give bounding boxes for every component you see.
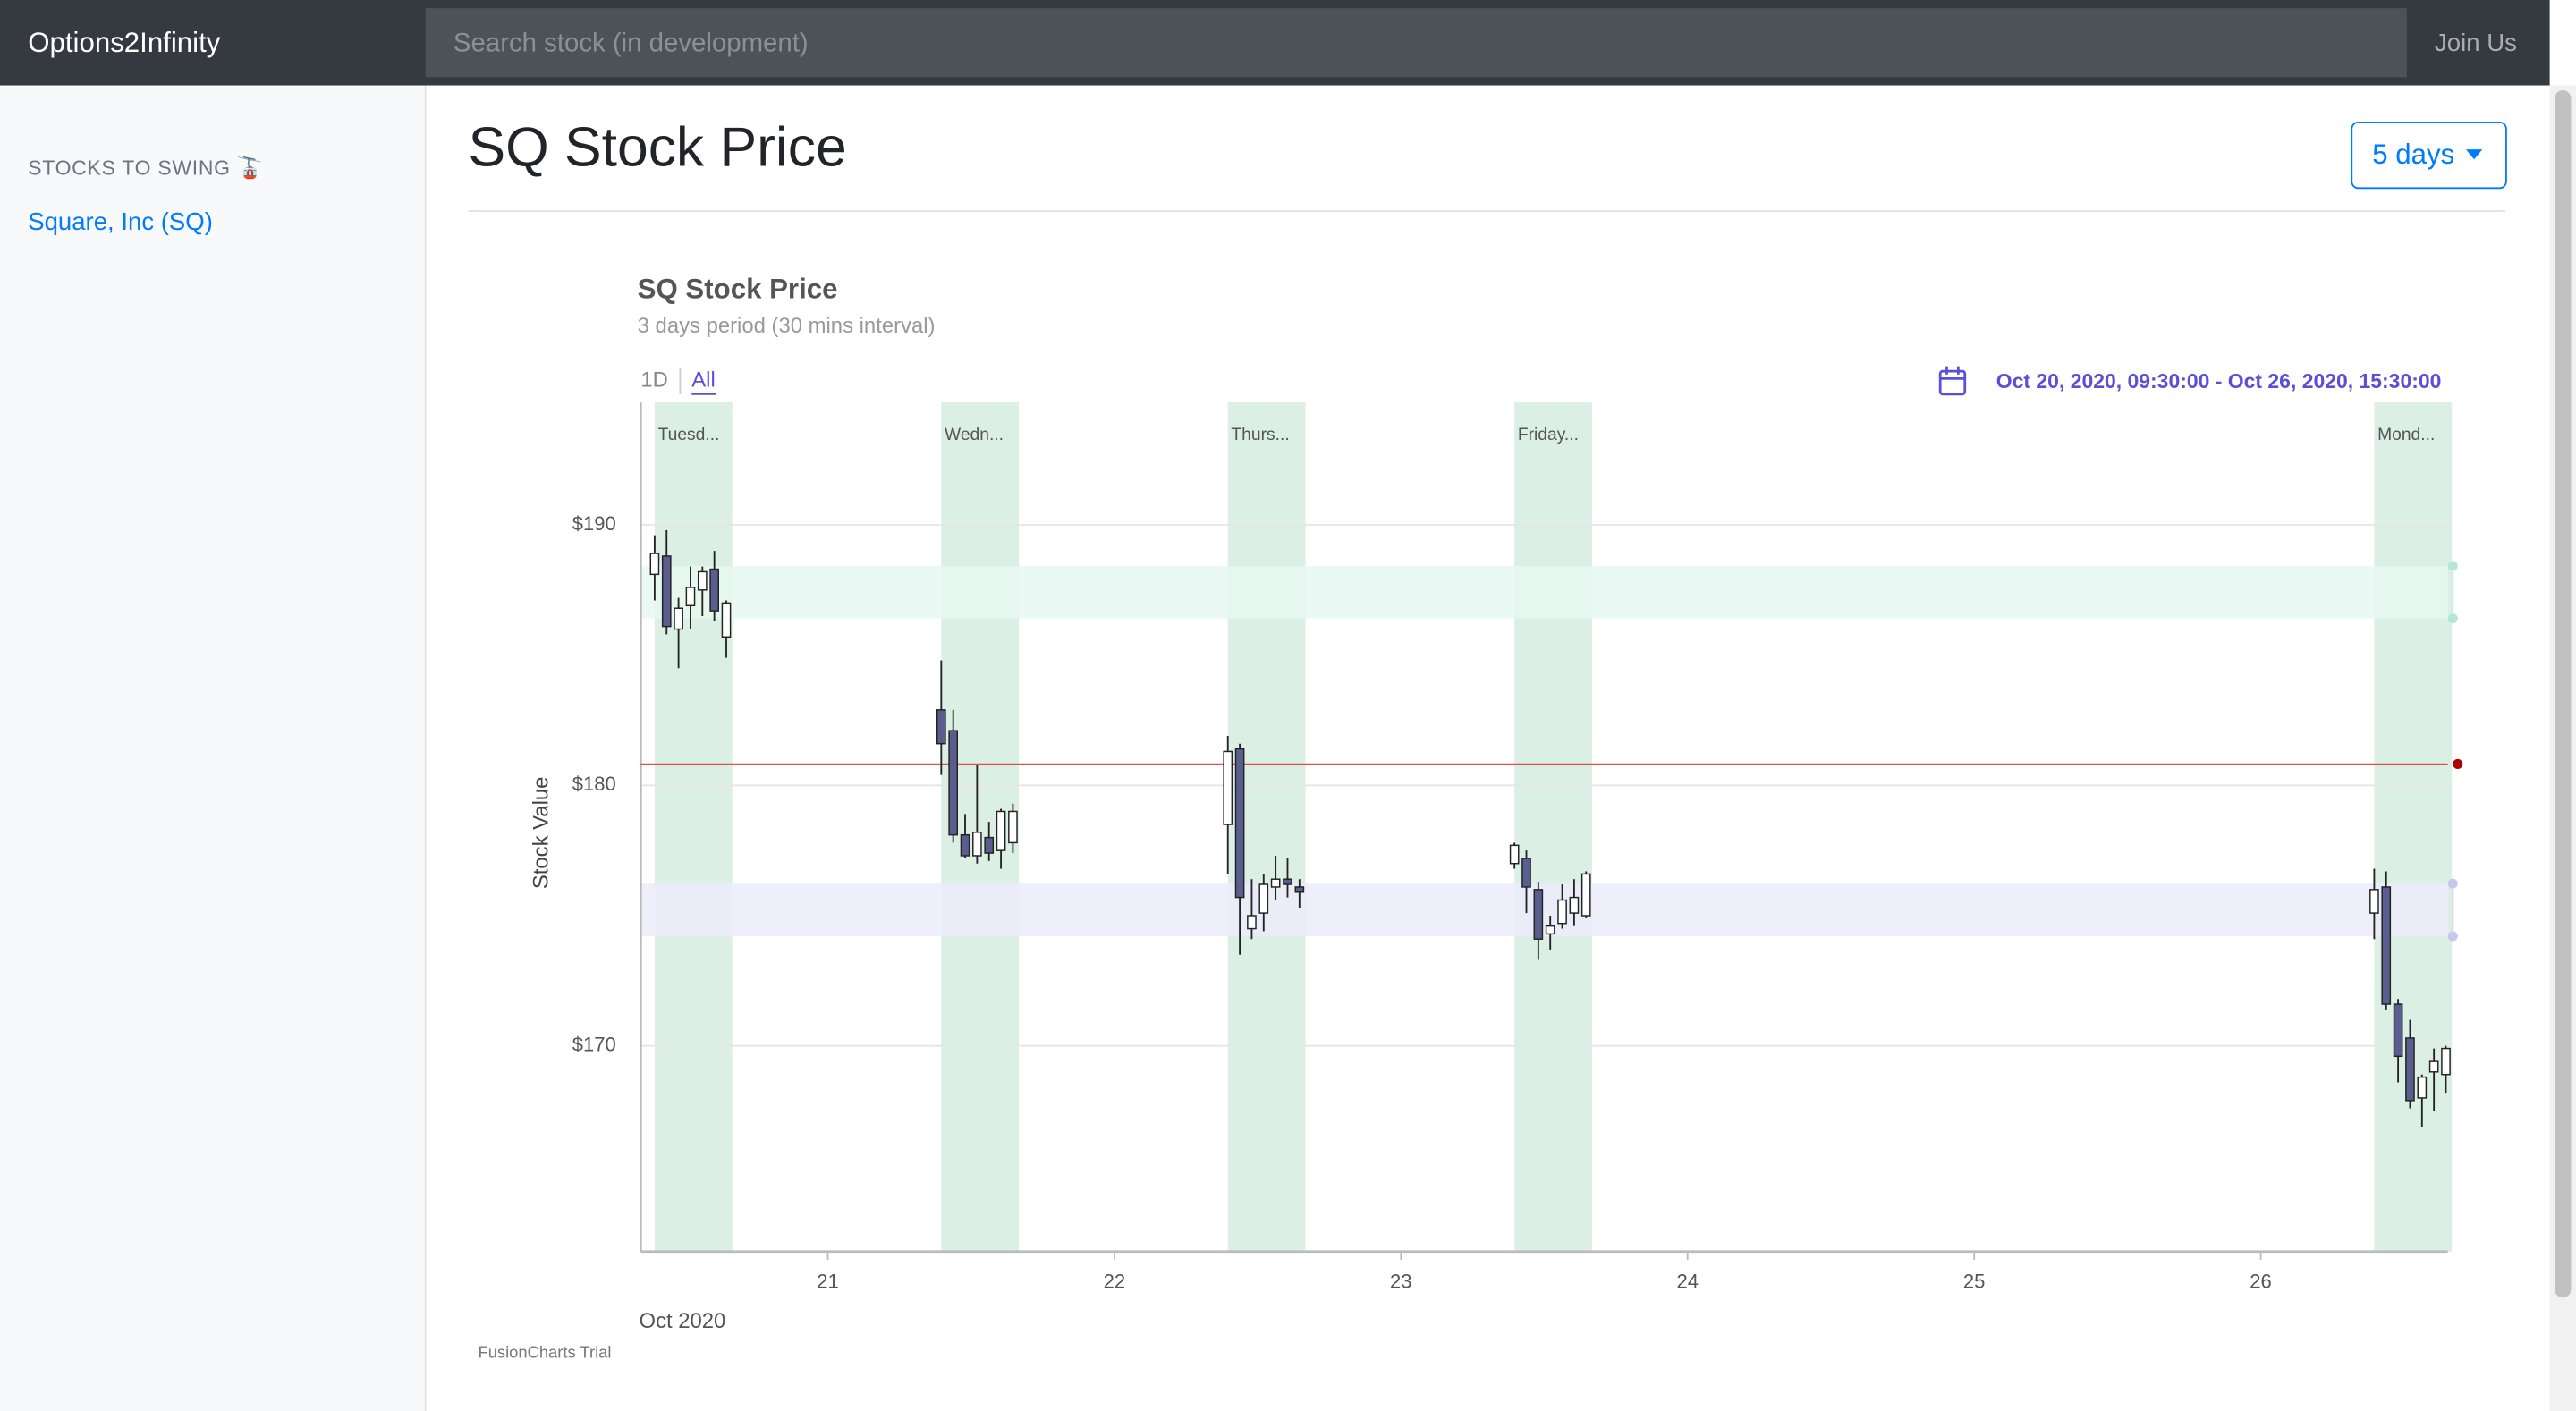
candle-body: [2417, 1076, 2428, 1099]
join-link[interactable]: Join Us: [2435, 29, 2517, 56]
chart-subtitle: 3 days period (30 mins interval): [638, 314, 936, 338]
candle-body: [1008, 810, 1018, 844]
search-box[interactable]: [425, 8, 2407, 78]
x-tick-label: 23: [1390, 1271, 1412, 1293]
range-button[interactable]: All: [691, 368, 716, 392]
period-button[interactable]: [2351, 121, 2507, 190]
candle-body: [1521, 858, 1531, 888]
page-title: SQ Stock Price: [468, 116, 846, 179]
search-placeholder: Search stock (in development): [453, 28, 809, 57]
candle-body: [2369, 889, 2379, 914]
candle-body: [661, 555, 672, 628]
candle-body: [2393, 1003, 2403, 1058]
candle-body: [2441, 1047, 2451, 1076]
candle-body: [2405, 1037, 2415, 1102]
zone-marker-dot: [2447, 561, 2458, 571]
candle-body: [1294, 886, 1305, 893]
candle-body: [697, 570, 708, 591]
day-band-label: Thurs...: [1231, 426, 1289, 444]
candle-body: [972, 832, 982, 857]
candle-body: [948, 730, 958, 836]
candle-body: [936, 709, 946, 745]
candle-body: [685, 587, 696, 607]
candle-body: [984, 836, 995, 854]
candle-body: [1270, 878, 1281, 888]
watermark: FusionCharts Trial: [478, 1343, 611, 1362]
y-tick-label: $170: [572, 1033, 616, 1055]
candle-body: [1557, 899, 1567, 925]
candle-body: [1580, 873, 1591, 917]
x-tick-label: 24: [1676, 1271, 1699, 1293]
chart-title: SQ Stock Price: [638, 273, 838, 304]
price-zone: [640, 566, 2448, 619]
candle-body: [1545, 925, 1555, 935]
sidebar: [0, 85, 426, 1411]
range-button[interactable]: 1D: [640, 368, 667, 392]
day-band-label: Friday...: [1518, 426, 1579, 444]
day-band: [654, 402, 733, 1252]
candle-body: [721, 602, 732, 638]
day-band-label: Tuesd...: [658, 426, 720, 444]
candle-body: [960, 833, 970, 857]
day-band: [1514, 402, 1592, 1252]
candle-body: [709, 568, 719, 612]
day-band-label: Mond...: [2377, 426, 2435, 444]
candle-body: [1234, 748, 1245, 899]
y-axis-title: Stock Value: [529, 777, 553, 890]
day-band: [2374, 402, 2453, 1252]
x-tick-label: 22: [1104, 1271, 1126, 1293]
day-band-label: Wedn...: [945, 426, 1004, 444]
x-tick-label: 21: [817, 1271, 839, 1293]
plot: Tuesd... Wedn... Thurs... Friday... Mond... $…: [572, 402, 2463, 1293]
y-tick-label: $180: [572, 773, 616, 795]
scrollbar-thumb[interactable]: [2555, 90, 2572, 1298]
period-button-label: 5 days: [2372, 139, 2454, 170]
y-tick-label: $190: [572, 512, 616, 535]
candle-body: [996, 810, 1006, 851]
candle-body: [1533, 889, 1544, 940]
caret: [2465, 149, 2483, 160]
candle-body: [674, 607, 683, 630]
zone-marker-dot: [2447, 878, 2458, 889]
x-tick-label: 26: [2250, 1271, 2272, 1293]
candle-body: [1283, 878, 1292, 885]
candle-body: [1247, 915, 1257, 930]
date-range[interactable]: Oct 20, 2020, 09:30:00 - Oct 26, 2020, 1…: [1996, 369, 2442, 393]
x-tick-label: 25: [1963, 1271, 1986, 1293]
reference-dot: [2453, 758, 2463, 769]
candle-body: [1509, 844, 1520, 865]
price-zone: [640, 883, 2448, 937]
sidebar-heading: STOCKS TO SWING 🚡: [28, 156, 263, 180]
x-caption: Oct 2020: [639, 1309, 725, 1333]
calendar-icon[interactable]: [1938, 366, 1967, 396]
stock-link[interactable]: Square, Inc (SQ): [28, 207, 213, 235]
zone-marker-dot: [2447, 613, 2458, 624]
candle-body: [649, 553, 660, 576]
candle-body: [2381, 886, 2392, 1005]
brand[interactable]: Options2Infinity: [28, 27, 221, 58]
candle-body: [2428, 1060, 2439, 1073]
candle-body: [1223, 750, 1233, 825]
zone-marker-dot: [2447, 931, 2458, 942]
candle-body: [1569, 896, 1580, 914]
candle-body: [1258, 883, 1269, 914]
